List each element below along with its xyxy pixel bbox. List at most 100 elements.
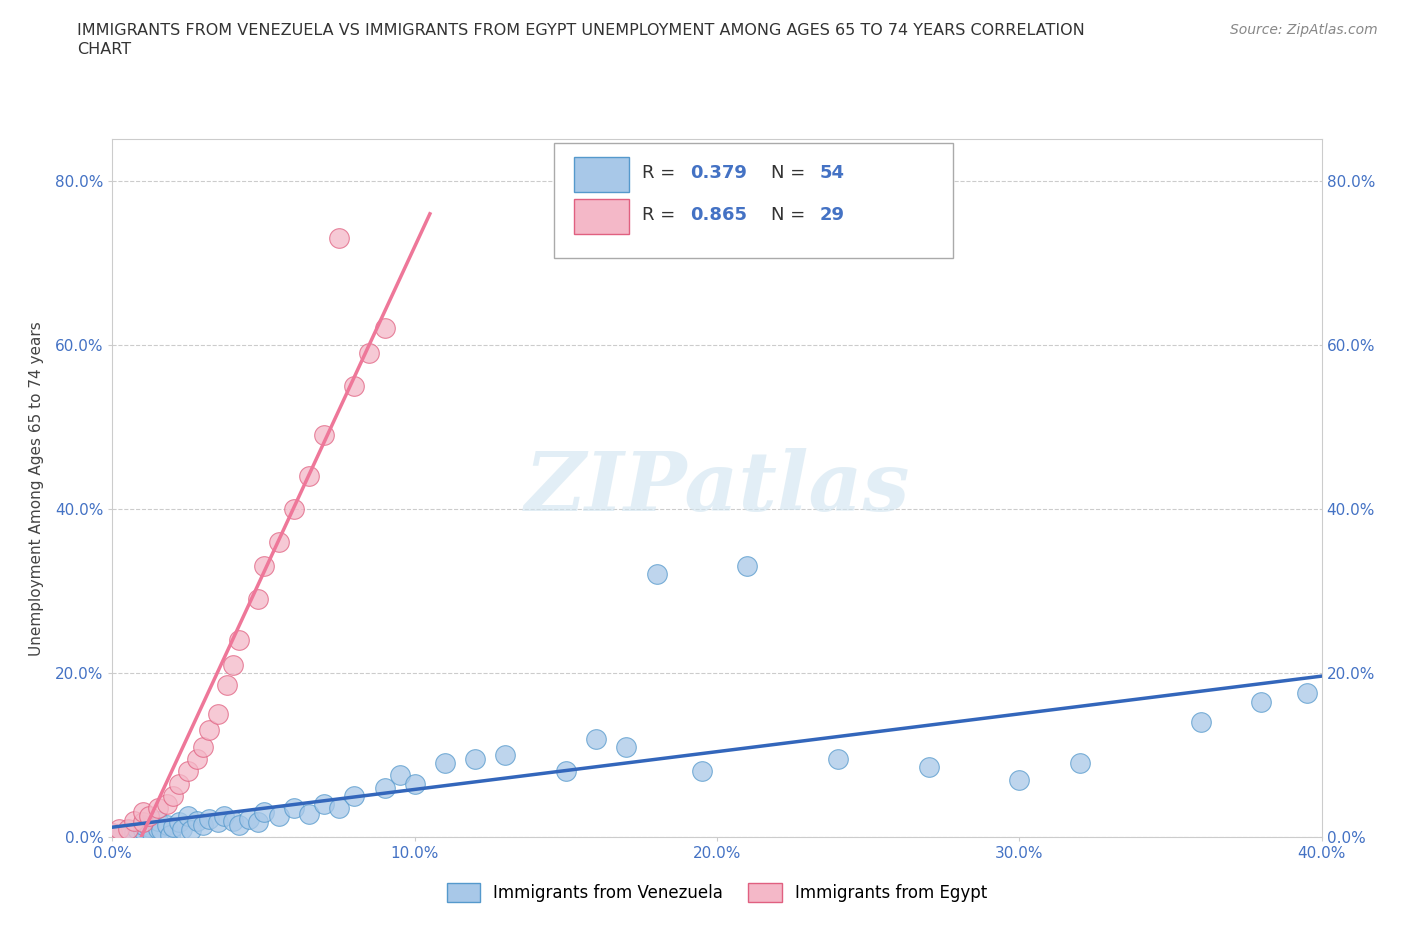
Point — [177, 809, 200, 824]
Text: 0.865: 0.865 — [690, 206, 748, 224]
Point — [138, 819, 160, 834]
Point — [228, 632, 250, 647]
Point — [132, 805, 155, 820]
Legend: Immigrants from Venezuela, Immigrants from Egypt: Immigrants from Venezuela, Immigrants fr… — [440, 876, 994, 909]
Point — [101, 826, 124, 841]
Point — [645, 567, 668, 582]
Point — [1008, 772, 1031, 787]
Point — [198, 723, 221, 737]
Point — [146, 821, 169, 836]
Point — [167, 815, 190, 830]
Point — [167, 777, 190, 791]
Point — [918, 760, 941, 775]
Point — [359, 345, 381, 360]
Y-axis label: Unemployment Among Ages 65 to 74 years: Unemployment Among Ages 65 to 74 years — [30, 321, 44, 656]
Point — [107, 821, 129, 836]
Point — [328, 801, 350, 816]
Point — [207, 707, 229, 722]
Point — [827, 751, 849, 766]
Point — [214, 809, 236, 824]
Point — [141, 826, 163, 841]
Text: R =: R = — [643, 164, 681, 182]
Point — [374, 780, 396, 795]
Text: 0.379: 0.379 — [690, 164, 748, 182]
Point — [253, 559, 276, 574]
Text: 29: 29 — [820, 206, 845, 224]
Point — [298, 806, 321, 821]
Point — [186, 813, 208, 828]
Point — [1189, 714, 1212, 729]
Point — [228, 817, 250, 832]
Point — [122, 813, 145, 828]
Point — [298, 469, 321, 484]
Point — [267, 809, 290, 824]
Point — [122, 826, 145, 841]
Point — [328, 231, 350, 246]
Point — [146, 813, 169, 828]
FancyBboxPatch shape — [554, 143, 953, 259]
Point — [117, 821, 139, 836]
Point — [186, 751, 208, 766]
Point — [1295, 686, 1317, 701]
Point — [149, 823, 172, 838]
Point — [132, 817, 155, 832]
Point — [191, 817, 214, 832]
Point — [180, 823, 202, 838]
Point — [146, 801, 169, 816]
Point — [343, 379, 366, 393]
Point — [138, 809, 160, 824]
Point — [283, 501, 305, 516]
Point — [110, 827, 132, 842]
Point — [554, 764, 576, 778]
Point — [433, 756, 456, 771]
Point — [690, 764, 713, 778]
Text: Source: ZipAtlas.com: Source: ZipAtlas.com — [1230, 23, 1378, 37]
Point — [177, 764, 200, 778]
Point — [246, 815, 269, 830]
Text: IMMIGRANTS FROM VENEZUELA VS IMMIGRANTS FROM EGYPT UNEMPLOYMENT AMONG AGES 65 TO: IMMIGRANTS FROM VENEZUELA VS IMMIGRANTS … — [77, 23, 1085, 38]
FancyBboxPatch shape — [575, 157, 628, 192]
Point — [207, 815, 229, 830]
Point — [238, 812, 260, 827]
FancyBboxPatch shape — [575, 199, 628, 233]
Point — [388, 768, 411, 783]
Point — [198, 812, 221, 827]
Point — [314, 797, 336, 812]
Point — [191, 739, 214, 754]
Point — [616, 739, 638, 754]
Point — [374, 321, 396, 336]
Point — [737, 559, 759, 574]
Point — [132, 815, 155, 830]
Point — [253, 805, 276, 820]
Point — [217, 678, 239, 693]
Point — [117, 823, 139, 838]
Text: N =: N = — [772, 164, 811, 182]
Point — [585, 731, 607, 746]
Text: CHART: CHART — [77, 42, 131, 57]
Point — [162, 819, 184, 834]
Point — [267, 534, 290, 549]
Point — [101, 826, 124, 841]
Point — [1250, 694, 1272, 709]
Point — [170, 821, 193, 836]
Point — [495, 748, 517, 763]
Point — [246, 591, 269, 606]
Point — [404, 777, 426, 791]
Point — [464, 751, 486, 766]
Text: 54: 54 — [820, 164, 845, 182]
Point — [132, 823, 155, 838]
Point — [314, 428, 336, 443]
Text: R =: R = — [643, 206, 681, 224]
Point — [156, 797, 179, 812]
Point — [156, 817, 179, 832]
Text: N =: N = — [772, 206, 811, 224]
Point — [162, 789, 184, 804]
Point — [222, 658, 245, 672]
Point — [343, 789, 366, 804]
Point — [222, 813, 245, 828]
Point — [283, 801, 305, 816]
Point — [159, 827, 181, 842]
Text: ZIPatlas: ZIPatlas — [524, 448, 910, 528]
Point — [1069, 756, 1091, 771]
Point — [125, 821, 148, 836]
